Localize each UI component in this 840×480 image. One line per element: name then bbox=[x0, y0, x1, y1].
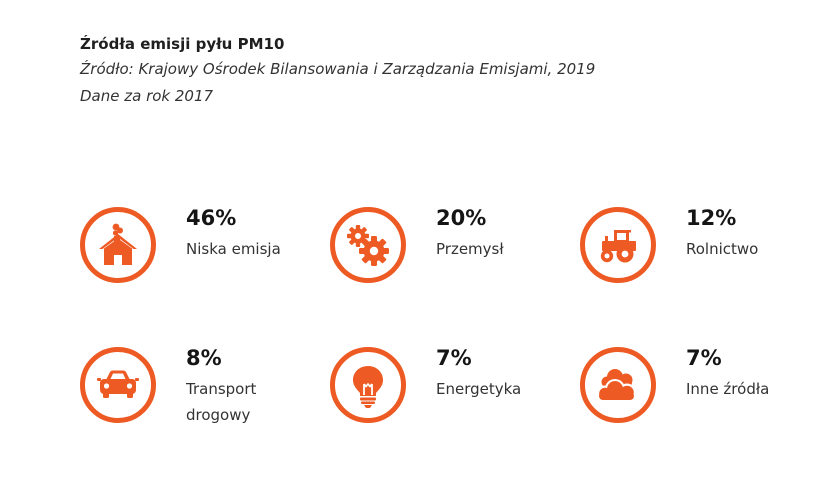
tractor-icon bbox=[580, 207, 656, 283]
stat-road-transport: 8% Transport drogowy bbox=[80, 346, 310, 437]
stat-label: Rolnictwo bbox=[686, 240, 759, 258]
stat-other-sources: 7% Inne źródła bbox=[580, 346, 810, 437]
car-icon bbox=[80, 347, 156, 423]
stat-label: Przemysł bbox=[436, 240, 504, 258]
stat-low-emission: 46% Niska emisja bbox=[80, 206, 310, 297]
house-chimney-icon bbox=[80, 207, 156, 283]
stat-energy: 7% Energetyka bbox=[330, 346, 560, 437]
lightbulb-icon bbox=[330, 347, 406, 423]
gears-icon bbox=[330, 207, 406, 283]
stat-value: 7% bbox=[436, 346, 472, 370]
stat-label: Energetyka bbox=[436, 380, 522, 398]
stat-agriculture: 12% Rolnictwo bbox=[580, 206, 810, 297]
stat-value: 20% bbox=[436, 206, 487, 230]
page-title: Źródła emisji pyłu PM10 bbox=[80, 35, 285, 53]
stat-value: 12% bbox=[686, 206, 737, 230]
stat-value: 7% bbox=[686, 346, 722, 370]
year-note: Dane za rok 2017 bbox=[80, 87, 214, 105]
stat-industry: 20% Przemysł bbox=[330, 206, 560, 297]
stat-label: Inne źródła bbox=[686, 380, 770, 398]
stat-value: 46% bbox=[186, 206, 237, 230]
stat-label: Transport drogowy bbox=[186, 380, 257, 424]
header: Źródła emisji pyłu PM10 Źródło: Krajowy … bbox=[80, 33, 595, 110]
cloud-icon bbox=[580, 347, 656, 423]
stat-label: Niska emisja bbox=[186, 240, 281, 258]
stat-value: 8% bbox=[186, 346, 222, 370]
source-note: Źródło: Krajowy Ośrodek Bilansowania i Z… bbox=[80, 60, 596, 78]
